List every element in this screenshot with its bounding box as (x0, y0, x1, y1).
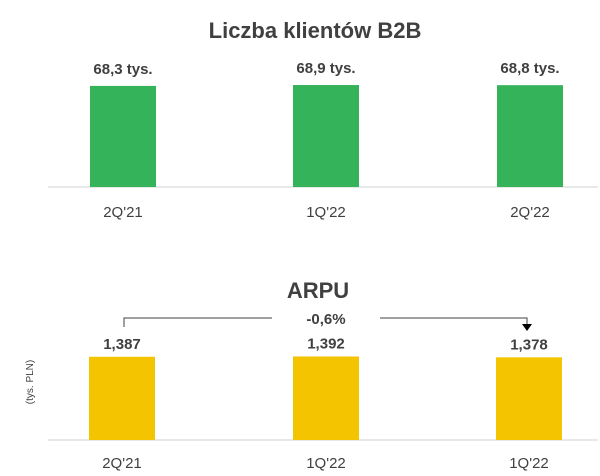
chart-title-arpu: ARPU (287, 278, 349, 303)
bar (90, 85, 156, 187)
x-tick-label: 2Q'21 (103, 204, 143, 221)
bar (89, 356, 155, 440)
y-axis-label-arpu: (tys. PLN) (25, 360, 36, 404)
data-label: 1,387 (103, 336, 141, 353)
bar (496, 357, 562, 440)
x-tick-label: 1Q'22 (306, 455, 346, 472)
x-tick-label: 1Q'22 (509, 455, 549, 472)
x-tick-label: 2Q'21 (102, 455, 142, 472)
change-bracket-left (123, 317, 272, 327)
bar (293, 85, 359, 187)
chart-clients-b2b: Liczba klientów B2B 68,3 tys. 2Q'21 68,9 t… (48, 18, 598, 221)
data-label: 68,8 tys. (500, 60, 559, 77)
data-label: 1,378 (510, 336, 548, 353)
bars-clients: 68,3 tys. 2Q'21 68,9 tys. 1Q'22 68,8 tys. 2Q'… (90, 60, 563, 221)
change-bracket-right (380, 317, 528, 325)
data-label: 68,9 tys. (296, 60, 355, 77)
chart-title-clients: Liczba klientów B2B (209, 18, 422, 43)
x-tick-label: 1Q'22 (306, 204, 346, 221)
chart-arpu: ARPU (tys. PLN) -0,6% 1,387 2Q'21 1,392 1Q'… (25, 278, 598, 472)
change-arrow-head (522, 324, 532, 331)
bars-arpu: 1,387 2Q'21 1,392 1Q'22 1,378 1Q'22 (89, 335, 562, 472)
x-tick-label: 2Q'22 (510, 204, 550, 221)
data-label: 68,3 tys. (93, 61, 152, 78)
data-label: 1,392 (307, 335, 345, 352)
bar (293, 356, 359, 440)
bar (497, 85, 563, 187)
change-annotation: -0,6% (306, 311, 345, 328)
